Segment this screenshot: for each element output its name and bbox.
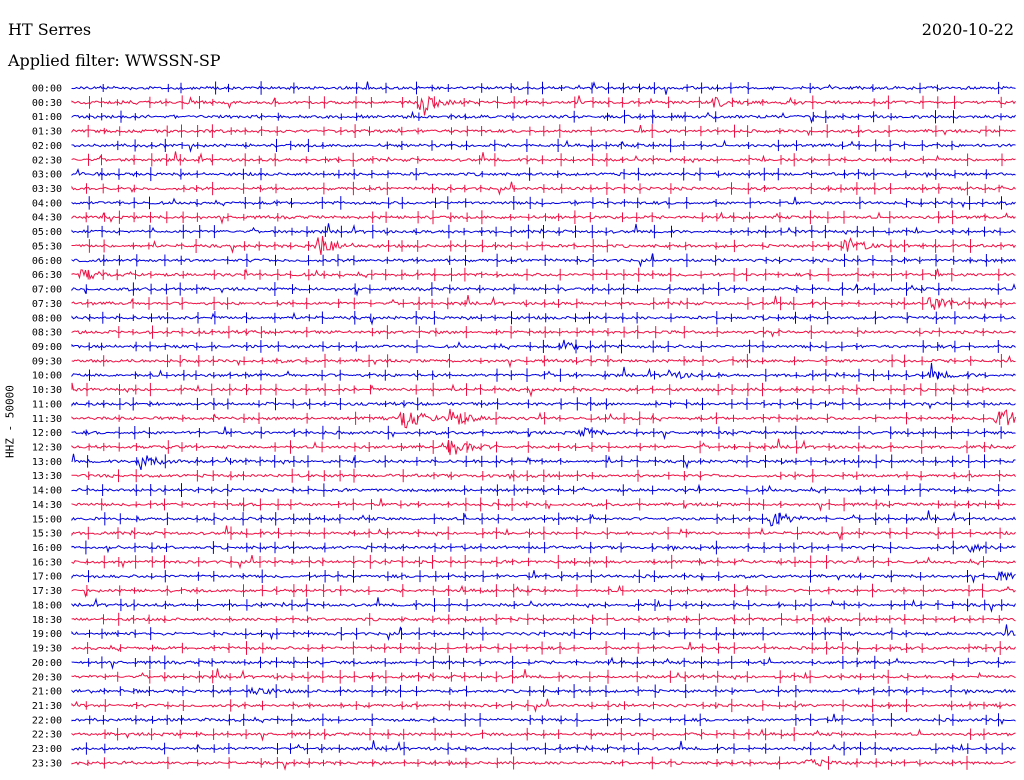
row-label: 08:30 xyxy=(32,328,62,339)
row-label: 02:30 xyxy=(32,155,62,166)
trace-row xyxy=(71,311,1016,326)
trace-row xyxy=(71,139,1016,153)
row-label: 12:00 xyxy=(32,428,62,439)
row-label: 10:00 xyxy=(32,371,62,382)
trace-row xyxy=(71,597,1016,613)
row-label: 15:30 xyxy=(32,529,62,540)
row-label: 12:30 xyxy=(32,443,62,454)
trace-row xyxy=(71,438,1016,456)
row-label: 13:00 xyxy=(32,457,62,468)
trace-row xyxy=(71,498,1016,512)
row-label: 00:00 xyxy=(32,84,62,95)
row-label: 04:30 xyxy=(32,213,62,224)
row-label: 21:30 xyxy=(32,701,62,712)
row-label: 13:30 xyxy=(32,471,62,482)
trace-row xyxy=(71,382,1016,398)
row-label: 01:30 xyxy=(32,127,62,138)
row-label: 17:30 xyxy=(32,586,62,597)
trace-row xyxy=(71,196,1016,209)
row-label: 14:00 xyxy=(32,486,62,497)
row-label: 01:00 xyxy=(32,112,62,123)
row-label: 22:30 xyxy=(32,730,62,741)
row-label: 19:00 xyxy=(32,629,62,640)
trace-row xyxy=(71,641,1016,654)
trace-row xyxy=(71,510,1016,527)
trace-row xyxy=(71,151,1016,164)
row-label: 06:00 xyxy=(32,256,62,267)
trace-row xyxy=(71,453,1016,471)
trace-row xyxy=(71,584,1016,598)
row-label: 05:00 xyxy=(32,227,62,238)
trace-row xyxy=(71,570,1016,584)
row-label: 10:30 xyxy=(32,385,62,396)
row-label: 05:30 xyxy=(32,241,62,252)
row-label: 16:00 xyxy=(32,543,62,554)
row-label: 21:00 xyxy=(32,687,62,698)
row-label: 16:30 xyxy=(32,557,62,568)
filter-label: Applied filter: WWSSN-SP xyxy=(8,51,221,70)
row-label: 03:00 xyxy=(32,170,62,181)
trace-row xyxy=(71,713,1016,726)
row-label: 04:00 xyxy=(32,198,62,209)
row-label: 17:00 xyxy=(32,572,62,583)
trace-row xyxy=(71,554,1016,570)
date-label: 2020-10-22 xyxy=(921,20,1014,39)
trace-row xyxy=(71,473,1016,480)
trace-row xyxy=(71,235,1016,255)
trace-row xyxy=(71,253,1016,268)
trace-row xyxy=(71,656,1016,670)
trace-row xyxy=(71,181,1016,196)
trace-row xyxy=(71,740,1016,752)
trace-row xyxy=(71,408,1016,429)
trace-row xyxy=(71,295,1016,310)
trace-row xyxy=(71,362,1016,381)
row-label: 20:30 xyxy=(32,672,62,683)
trace-row xyxy=(71,124,1016,137)
trace-row xyxy=(71,686,1016,696)
trace-row xyxy=(71,624,1016,642)
row-label: 11:30 xyxy=(32,414,62,425)
row-label: 15:00 xyxy=(32,514,62,525)
station-title: HT Serres xyxy=(8,20,92,39)
trace-row xyxy=(71,355,1016,369)
row-label: 06:30 xyxy=(32,270,62,281)
row-label: 11:00 xyxy=(32,399,62,410)
row-label: 02:00 xyxy=(32,141,62,152)
trace-row xyxy=(71,81,1016,95)
trace-row xyxy=(71,698,1016,713)
row-label: 14:30 xyxy=(32,500,62,511)
trace-row xyxy=(71,668,1016,681)
row-label: 23:30 xyxy=(32,758,62,769)
row-label: 03:30 xyxy=(32,184,62,195)
row-label: 00:30 xyxy=(32,98,62,109)
trace-row xyxy=(71,426,1016,441)
row-label: 07:00 xyxy=(32,285,62,296)
row-label: 09:30 xyxy=(32,356,62,367)
trace-row xyxy=(71,758,1016,771)
trace-row xyxy=(71,211,1016,225)
trace-row xyxy=(71,268,1016,281)
row-label: 07:30 xyxy=(32,299,62,310)
row-label: 20:00 xyxy=(32,658,62,669)
trace-row xyxy=(71,525,1016,542)
row-label: 23:00 xyxy=(32,744,62,755)
row-label: 08:00 xyxy=(32,313,62,324)
trace-row xyxy=(71,329,1016,338)
row-label: 22:00 xyxy=(32,715,62,726)
row-label: 09:00 xyxy=(32,342,62,353)
row-label: 18:30 xyxy=(32,615,62,626)
row-label: 19:30 xyxy=(32,644,62,655)
row-label: 18:00 xyxy=(32,600,62,611)
